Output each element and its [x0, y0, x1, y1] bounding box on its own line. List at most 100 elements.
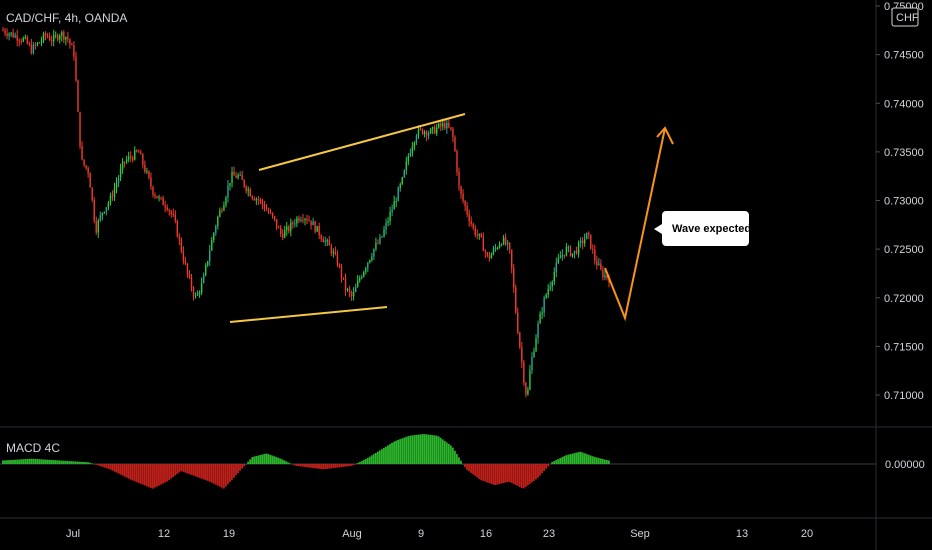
- candle-body: [156, 196, 158, 199]
- macd-bar: [220, 464, 223, 488]
- macd-bar: [595, 457, 598, 464]
- candle-body: [22, 38, 24, 42]
- candle-body: [472, 224, 474, 228]
- candle-body: [395, 201, 397, 203]
- macd-bar: [68, 461, 71, 464]
- candle-body: [52, 35, 55, 42]
- macd-bar: [89, 462, 91, 464]
- candle-body: [486, 252, 489, 256]
- candle-body: [67, 36, 69, 40]
- wedge-upper-trendline[interactable]: [258, 113, 466, 171]
- candle-body: [99, 215, 102, 221]
- candle-body: [275, 219, 278, 228]
- macd-bar: [579, 451, 582, 464]
- macd-bar: [421, 434, 424, 464]
- macd-bar: [58, 460, 61, 464]
- candle-body: [105, 207, 108, 212]
- macd-bar: [4, 460, 6, 464]
- macd-bar: [510, 464, 513, 483]
- macd-bar: [277, 457, 280, 464]
- price-axis[interactable]: 0.750000.745000.740000.735000.730000.725…: [876, 1, 924, 402]
- macd-bar: [170, 464, 173, 479]
- candle-body: [109, 195, 112, 204]
- price-axis-label: 0.73000: [884, 196, 924, 208]
- time-axis[interactable]: Jul 12 19 Aug 9 16 23 Sep 13 20: [66, 528, 813, 540]
- candle-body: [474, 227, 476, 235]
- candle-body: [95, 220, 97, 233]
- macd-bar: [154, 464, 156, 488]
- macd-bar: [332, 464, 335, 469]
- macd-bar: [486, 464, 489, 483]
- macd-bar: [139, 464, 142, 484]
- candle-body: [583, 239, 586, 244]
- candle-body: [125, 159, 128, 162]
- macd-bar: [466, 464, 468, 470]
- projected-wave-path[interactable]: [604, 127, 666, 322]
- candle-body: [160, 197, 162, 199]
- candle-body: [318, 225, 320, 236]
- macd-bar: [411, 435, 414, 464]
- macd-bar: [447, 443, 450, 464]
- candle-body: [425, 131, 428, 136]
- macd-bar: [8, 460, 10, 464]
- macd-bar: [48, 459, 51, 464]
- macd-bar: [427, 434, 430, 464]
- callout-wave-expected[interactable]: Wave expected: [654, 211, 751, 246]
- macd-bar: [125, 464, 128, 478]
- candle-body: [454, 137, 456, 152]
- macd-bar: [330, 464, 333, 469]
- macd-bar: [194, 464, 197, 477]
- candle-body: [182, 251, 185, 261]
- wedge-lower-trendline[interactable]: [229, 306, 388, 323]
- macd-bar: [518, 464, 521, 487]
- candle-body: [221, 210, 223, 212]
- currency-badge[interactable]: CHF: [896, 12, 919, 24]
- macd-bar: [85, 462, 87, 464]
- candle-body: [517, 312, 519, 333]
- macd-bar: [492, 464, 495, 485]
- macd-bar: [399, 439, 402, 464]
- macd-bar: [320, 464, 323, 469]
- candle-body: [241, 174, 243, 180]
- macd-bar: [293, 464, 296, 466]
- candle-body: [14, 35, 16, 38]
- macd-bar: [559, 458, 562, 464]
- candle-body: [200, 282, 203, 293]
- macd-bar: [14, 459, 16, 464]
- macd-bar: [113, 464, 116, 472]
- macd-bar: [308, 464, 310, 468]
- macd-bar: [593, 456, 596, 464]
- candle-body: [38, 42, 41, 44]
- macd-bar: [224, 464, 227, 487]
- candle-body: [596, 260, 598, 266]
- macd-bar: [577, 452, 580, 464]
- macd-bar: [344, 464, 347, 467]
- candle-body: [533, 351, 535, 358]
- candle-body: [213, 232, 215, 240]
- candle-body: [312, 221, 314, 226]
- macd-bar: [289, 463, 292, 465]
- macd-bar: [443, 440, 446, 464]
- macd-bar: [143, 464, 146, 486]
- macd-bar: [314, 464, 316, 469]
- macd-bar: [380, 449, 383, 464]
- macd-bar: [326, 464, 329, 469]
- macd-bar: [391, 442, 393, 464]
- macd-bar: [310, 464, 312, 468]
- candle-body: [535, 338, 537, 352]
- candle-body: [478, 233, 480, 236]
- macd-bar: [551, 462, 554, 464]
- candle-body: [136, 150, 138, 152]
- candle-body: [373, 248, 375, 257]
- macd-bar: [603, 459, 606, 464]
- candle-body: [279, 227, 282, 234]
- candle-body: [436, 127, 438, 134]
- candle-body: [150, 177, 152, 187]
- macd-bar: [514, 464, 517, 485]
- candle-body: [6, 33, 8, 36]
- candle-body: [138, 151, 140, 153]
- macd-bar: [231, 464, 233, 480]
- macd-bar: [168, 464, 171, 481]
- candle-body: [204, 265, 207, 276]
